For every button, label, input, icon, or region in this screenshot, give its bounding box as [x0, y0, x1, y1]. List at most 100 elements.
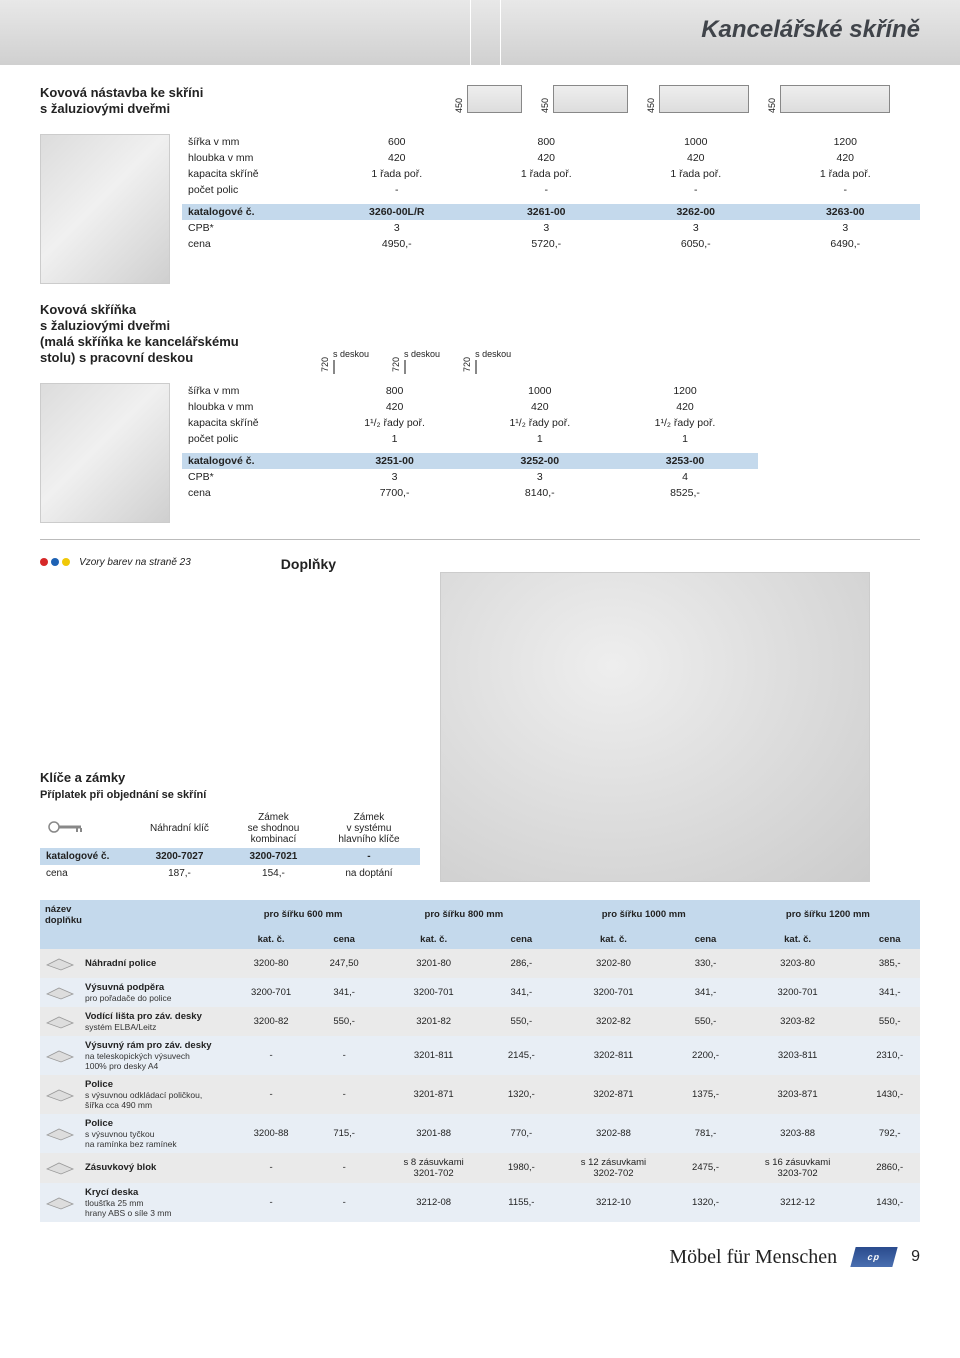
accessory-icon: [45, 1084, 75, 1102]
cell: 3262-00: [621, 204, 771, 220]
cell: 3202-82: [552, 1007, 676, 1036]
cell: 420: [612, 399, 757, 415]
cell: 550,-: [312, 1007, 376, 1036]
keys-title: Klíče a zámky: [40, 770, 420, 785]
cell: 1¹/₂ řady poř.: [467, 415, 612, 431]
cell: 3201-811: [376, 1036, 491, 1075]
table-row: Náhradní police3200-80247,503201-80286,-…: [40, 949, 920, 978]
row-label: CPB*: [182, 469, 322, 485]
cell: 1 řada poř.: [472, 166, 622, 182]
acc-name: Zásuvkový blok: [85, 1162, 156, 1173]
cell: 3: [467, 469, 612, 485]
sub-head: kat. č.: [552, 930, 676, 949]
cell: -: [621, 182, 771, 198]
cell: 3202-811: [552, 1036, 676, 1075]
cell: 3212-08: [376, 1183, 491, 1222]
cell: 3200-701: [552, 978, 676, 1007]
row-label: katalogové č.: [40, 848, 130, 865]
cell: -: [472, 182, 622, 198]
cell: 3253-00: [612, 453, 757, 469]
cell: 3200-80: [230, 949, 312, 978]
cell: -: [312, 1075, 376, 1114]
cell: 3: [322, 220, 472, 236]
cell: 8525,-: [612, 485, 757, 501]
section2-title: Kovová skříňka s žaluziovými dveřmi (mal…: [40, 302, 300, 367]
cell: 1: [612, 431, 757, 447]
cell: -: [312, 1036, 376, 1075]
cell: 550,-: [675, 1007, 736, 1036]
cell: 781,-: [675, 1114, 736, 1153]
cell: 3200-82: [230, 1007, 312, 1036]
sub-head: cena: [491, 930, 552, 949]
dim-label: 450: [454, 98, 464, 113]
icon-label: s deskou: [333, 349, 369, 359]
dim-label: 720: [462, 357, 472, 372]
header-divider: [500, 0, 501, 65]
table-row: Vodící lišta pro záv. deskysystém ELBA/L…: [40, 1007, 920, 1036]
cell: 2200,-: [675, 1036, 736, 1075]
col-head: pro šířku 800 mm: [376, 900, 551, 930]
cell: 6490,-: [771, 236, 921, 252]
cell: 330,-: [675, 949, 736, 978]
cell: 3: [621, 220, 771, 236]
divider: [40, 539, 920, 540]
page-number: 9: [911, 1248, 920, 1266]
cell: 3203-871: [736, 1075, 860, 1114]
cell: 4950,-: [322, 236, 472, 252]
supplements-heading: Doplňky: [281, 556, 336, 572]
cell: s 16 zásuvkami 3203-702: [736, 1153, 860, 1183]
table-row: Polices výsuvnou tyčkouna ramínka bez ra…: [40, 1114, 920, 1153]
page-title: Kancelářské skříně: [701, 16, 920, 44]
cell: 154,-: [229, 865, 318, 882]
cell: -: [230, 1036, 312, 1075]
dim-label: 720: [320, 357, 330, 372]
col-head: pro šířku 1200 mm: [736, 900, 920, 930]
cell: s 8 zásuvkami 3201-702: [376, 1153, 491, 1183]
cell: -: [230, 1183, 312, 1222]
cell: 1375,-: [675, 1075, 736, 1114]
cell: 341,-: [675, 978, 736, 1007]
sub-head: kat. č.: [376, 930, 491, 949]
footer: Möbel für Menschen cp 9: [0, 1222, 960, 1289]
row-label: počet polic: [182, 431, 322, 447]
product-photo-large: [440, 572, 870, 882]
cell: 792,-: [859, 1114, 920, 1153]
accessory-icon: [45, 1192, 75, 1210]
acc-sub: s výsuvnou odkládací poličkou,šířka cca …: [85, 1090, 225, 1110]
cell: 1000: [621, 134, 771, 150]
cell: 3201-871: [376, 1075, 491, 1114]
cell: 800: [322, 383, 467, 399]
key-icon: [46, 817, 86, 837]
cell: 5720,-: [472, 236, 622, 252]
cabinet-icon: [780, 85, 890, 113]
accessory-icon: [45, 1123, 75, 1141]
swatch-note: Vzory barev na straně 23: [79, 557, 191, 568]
acc-name: Police: [85, 1118, 113, 1129]
acc-sub: tloušťka 25 mmhrany ABS o síle 3 mm: [85, 1198, 225, 1218]
row-label: šířka v mm: [182, 383, 322, 399]
cell: 2475,-: [675, 1153, 736, 1183]
cell: 3200-701: [736, 978, 860, 1007]
cell: 3202-88: [552, 1114, 676, 1153]
cell: 550,-: [859, 1007, 920, 1036]
cell: 420: [467, 399, 612, 415]
footer-motto: Möbel für Menschen: [669, 1246, 837, 1269]
row-label: šířka v mm: [182, 134, 322, 150]
cell: 1155,-: [491, 1183, 552, 1222]
accessory-icon: [45, 1011, 75, 1029]
cell: 1 řada poř.: [621, 166, 771, 182]
accessory-icon: [45, 1045, 75, 1063]
cabinet-icon: [333, 360, 335, 374]
cell: 6050,-: [621, 236, 771, 252]
table-row: Zásuvkový blok--s 8 zásuvkami 3201-70219…: [40, 1153, 920, 1183]
icon-label: s deskou: [404, 349, 440, 359]
cell: 2310,-: [859, 1036, 920, 1075]
cell: 2145,-: [491, 1036, 552, 1075]
cell: -: [312, 1183, 376, 1222]
dim-label: 720: [391, 357, 401, 372]
cell: 420: [322, 399, 467, 415]
spec-table-1: šířka v mm 600 800 1000 1200 hloubka v m…: [182, 134, 920, 252]
acc-name: Police: [85, 1079, 113, 1090]
cell: -: [318, 848, 420, 865]
row-label: CPB*: [182, 220, 322, 236]
